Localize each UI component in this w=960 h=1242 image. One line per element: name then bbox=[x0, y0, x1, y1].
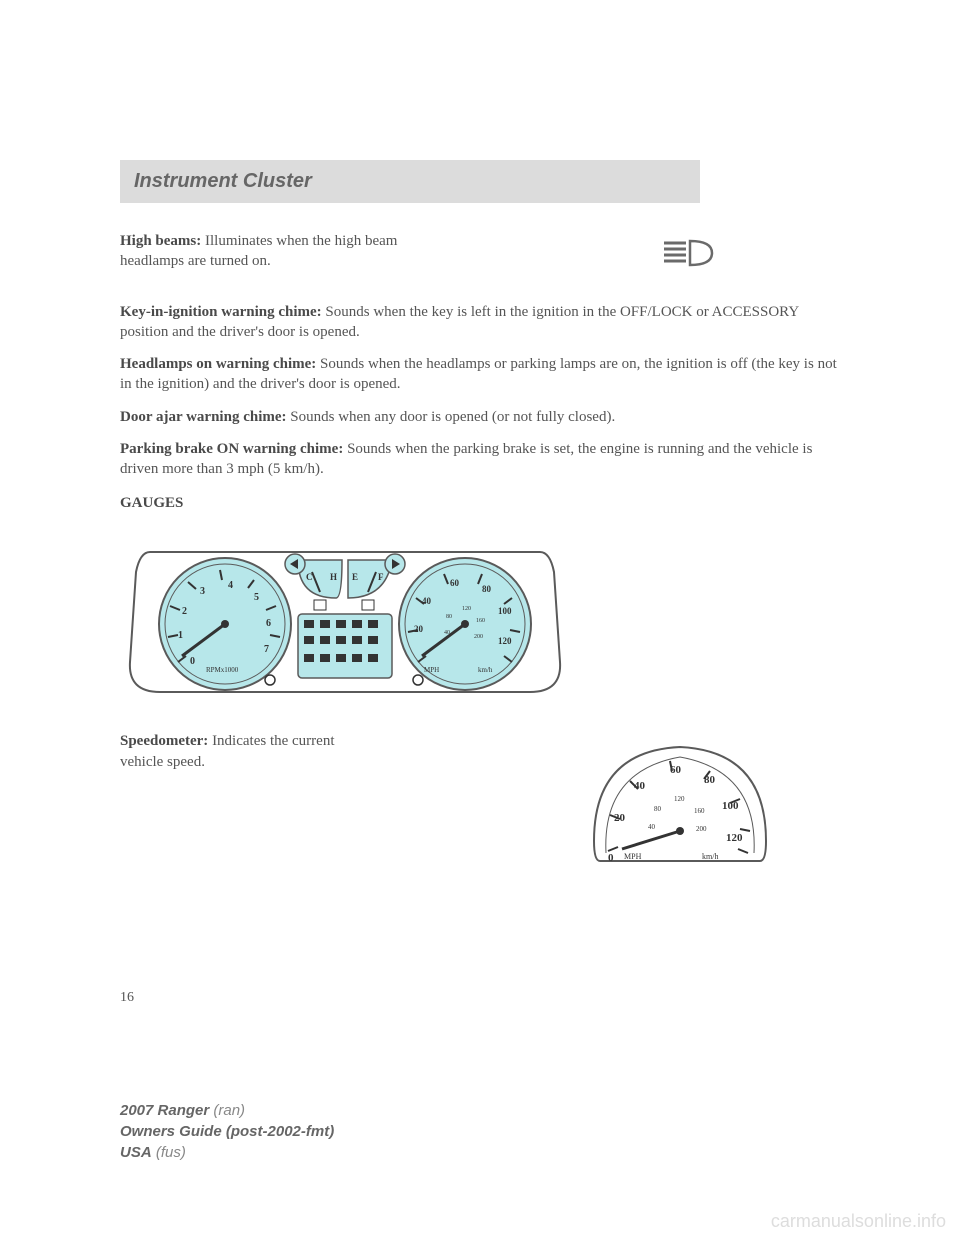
kmh-200: 200 bbox=[474, 634, 483, 640]
instrument-cluster-diagram: 0 1 2 3 4 5 6 7 RPMx1000 C H E F bbox=[120, 532, 570, 702]
key-chime-para: Key-in-ignition warning chime: Sounds wh… bbox=[120, 302, 840, 343]
footer-code1: (ran) bbox=[209, 1102, 245, 1119]
speedometer-diagram: 0 20 40 60 80 100 120 40 80 120 160 200 … bbox=[580, 731, 780, 881]
kmh-80: 80 bbox=[446, 614, 452, 620]
sp-60: 60 bbox=[670, 764, 682, 776]
high-beam-icon bbox=[660, 235, 720, 271]
spk-40: 40 bbox=[648, 823, 656, 831]
high-beams-para: High beams: Illuminates when the high be… bbox=[120, 231, 460, 272]
headlamps-chime-para: Headlamps on warning chime: Sounds when … bbox=[120, 354, 840, 395]
door-ajar-text: Sounds when any door is opened (or not f… bbox=[287, 409, 616, 425]
footer-line2: Owners Guide (post-2002-fmt) bbox=[120, 1121, 334, 1142]
page-footer: 2007 Ranger (ran) Owners Guide (post-200… bbox=[120, 1100, 334, 1163]
rpm-3: 3 bbox=[200, 586, 205, 597]
spk-80: 80 bbox=[654, 805, 662, 813]
key-chime-label: Key-in-ignition warning chime: bbox=[120, 304, 322, 320]
door-ajar-label: Door ajar warning chime: bbox=[120, 409, 287, 425]
sp-mph: MPH bbox=[624, 852, 642, 861]
sp-40: 40 bbox=[634, 780, 646, 792]
high-beams-label: High beams: bbox=[120, 233, 201, 249]
chapter-header: Instrument Cluster bbox=[120, 160, 700, 203]
parking-brake-label: Parking brake ON warning chime: bbox=[120, 441, 343, 457]
spk-160: 160 bbox=[694, 807, 705, 815]
headlamps-chime-label: Headlamps on warning chime: bbox=[120, 356, 316, 372]
mph-unit: MPH bbox=[424, 666, 439, 674]
chapter-title: Instrument Cluster bbox=[134, 170, 312, 192]
gauges-heading: GAUGES bbox=[120, 495, 840, 512]
mph-120: 120 bbox=[498, 636, 512, 646]
sp-20: 20 bbox=[614, 812, 626, 824]
sp-kmh: km/h bbox=[702, 852, 718, 861]
fuel-e: E bbox=[352, 572, 358, 582]
rpm-5: 5 bbox=[254, 592, 259, 603]
door-ajar-para: Door ajar warning chime: Sounds when any… bbox=[120, 407, 840, 427]
kmh-unit: km/h bbox=[478, 666, 493, 674]
footer-code3: (fus) bbox=[152, 1144, 186, 1161]
footer-line1: 2007 Ranger (ran) bbox=[120, 1100, 334, 1121]
rpm-caption: RPMx1000 bbox=[206, 666, 239, 674]
mph-40: 40 bbox=[422, 596, 432, 606]
sp-120: 120 bbox=[726, 832, 743, 844]
rpm-2: 2 bbox=[182, 606, 187, 617]
footer-region: USA bbox=[120, 1144, 152, 1161]
high-beams-row: High beams: Illuminates when the high be… bbox=[120, 231, 840, 284]
mph-60: 60 bbox=[450, 578, 460, 588]
mph-80: 80 bbox=[482, 584, 492, 594]
kmh-120: 120 bbox=[462, 606, 471, 612]
footer-model: 2007 Ranger bbox=[120, 1102, 209, 1119]
rpm-6: 6 bbox=[266, 618, 271, 629]
rpm-1: 1 bbox=[178, 630, 183, 641]
spk-120: 120 bbox=[674, 795, 685, 803]
speedometer-label: Speedometer: bbox=[120, 733, 208, 749]
watermark: carmanualsonline.info bbox=[771, 1211, 946, 1232]
spk-200: 200 bbox=[696, 825, 707, 833]
kmh-160: 160 bbox=[476, 618, 485, 624]
rpm-4: 4 bbox=[228, 580, 233, 591]
parking-brake-para: Parking brake ON warning chime: Sounds w… bbox=[120, 439, 840, 480]
mph-20: 20 bbox=[414, 624, 424, 634]
footer-line3: USA (fus) bbox=[120, 1142, 334, 1163]
sp-80: 80 bbox=[704, 774, 716, 786]
rpm-7: 7 bbox=[264, 644, 269, 655]
mph-100: 100 bbox=[498, 606, 512, 616]
fuel-f: F bbox=[378, 572, 384, 582]
rpm-0: 0 bbox=[190, 656, 195, 667]
speedometer-para: Speedometer: Indicates the current vehic… bbox=[120, 731, 380, 772]
temp-h: H bbox=[330, 572, 337, 582]
page-number: 16 bbox=[120, 990, 134, 1006]
sp-100: 100 bbox=[722, 800, 739, 812]
sp-0: 0 bbox=[608, 852, 614, 864]
speedometer-row: Speedometer: Indicates the current vehic… bbox=[120, 731, 840, 881]
